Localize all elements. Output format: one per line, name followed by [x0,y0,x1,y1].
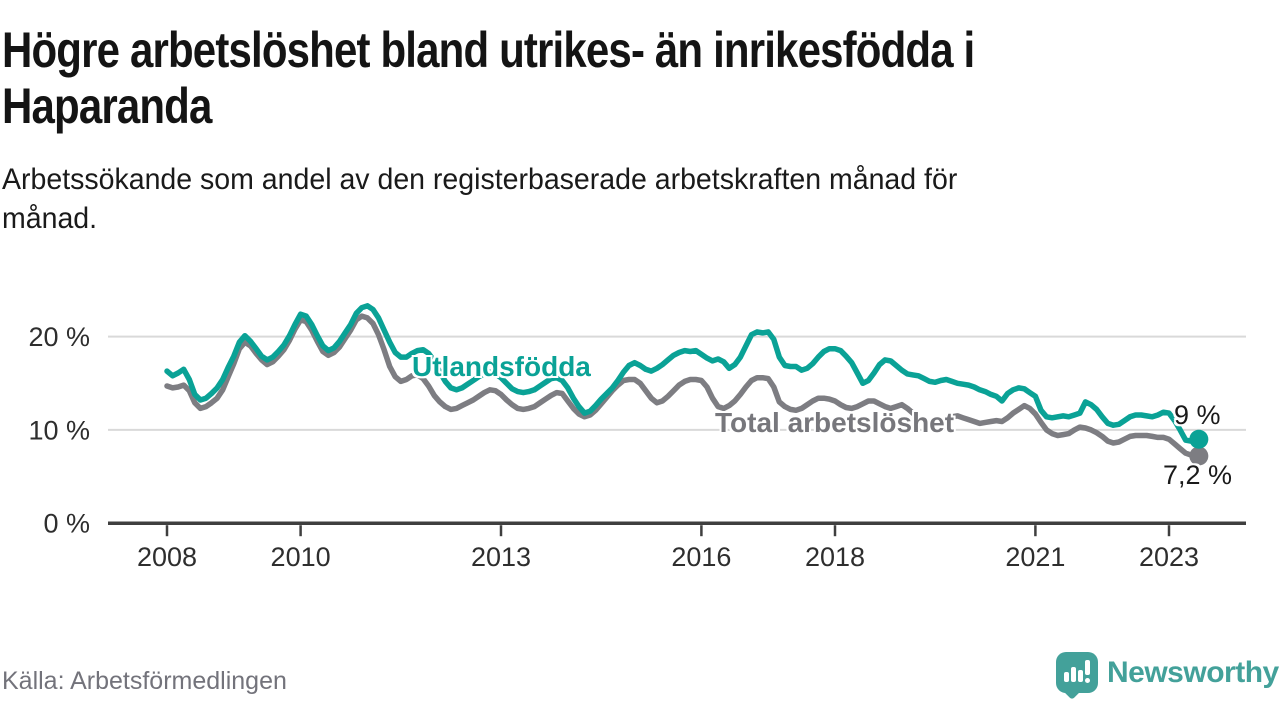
x-tick-label-2021: 2021 [1005,542,1065,572]
source-note: Källa: Arbetsförmedlingen [2,667,287,695]
page-subtitle: Arbetssökande som andel av den registerb… [2,160,1180,238]
newsworthy-logo: Newsworthy [1056,652,1279,700]
page-title-line-1: Högre arbetslöshet bland utrikes- än inr… [2,22,975,78]
end-value-label-total: 7,2 % [1163,460,1233,490]
series-end-dot-utlandsfodda [1189,429,1209,449]
newsworthy-wordmark: Newsworthy [1107,655,1279,689]
series-label-total-arbetsloshet: Total arbetslöshet [715,407,955,438]
page-subtitle-line-1: Arbetssökande som andel av den registerb… [2,163,958,196]
mini-bar-2 [1071,667,1076,682]
x-tick-label-2008: 2008 [137,542,197,572]
series-line-utlandsfodda [164,303,1200,444]
page-subtitle-line-2: månad. [2,202,98,235]
exclamation-dot [1085,678,1090,683]
newsworthy-bubble-chart-icon [1056,652,1098,700]
x-tick-label-2013: 2013 [471,542,531,572]
series-label-utlandsfodda: Utlandsfödda [412,351,591,382]
y-tick-label-10: 10 % [28,415,90,445]
x-tick-label-2016: 2016 [671,542,731,572]
y-tick-label-20: 20 % [28,322,90,352]
mini-bar-1 [1064,672,1069,682]
mini-bar-3 [1078,670,1083,682]
series-end-dot-total-arbetsloshet [1189,446,1209,466]
x-tick-label-2023: 2023 [1139,542,1199,572]
page-title-line-2: Haparanda [2,78,212,134]
series-line-total-arbetsloshet [164,313,1200,459]
y-tick-label-0: 0 % [43,509,90,539]
exclamation-bar [1085,660,1090,675]
speech-bubble [1056,652,1098,693]
end-value-label-utlandsfodda: 9 % [1174,400,1221,430]
x-tick-label-2010: 2010 [271,542,331,572]
page-title: Högre arbetslöshet bland utrikes- än inr… [2,22,1262,134]
x-tick-label-2018: 2018 [805,542,865,572]
